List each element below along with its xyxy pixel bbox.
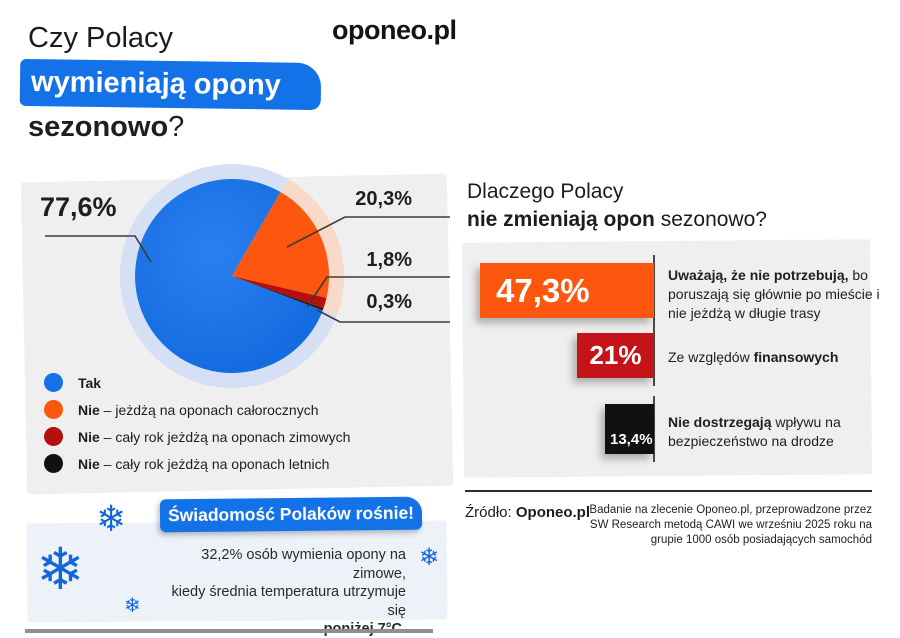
bar-value: 47,3% (496, 271, 590, 309)
source-brand: Oponeo.pl (515, 504, 591, 521)
legend-swatch-orange (44, 400, 63, 419)
page-title-highlight: wymieniają opony (19, 58, 322, 111)
bar-axis-segment (653, 255, 655, 326)
legend-desc: – jeżdżą na oponach całorocznych (99, 401, 319, 418)
legend-item-caloroczne: Nie – jeżdżą na oponach całorocznych (44, 396, 319, 423)
bar-desc-pre: Ze względów (668, 349, 754, 365)
legend-term: Nie (78, 401, 100, 418)
bar-desc-bold: Nie dostrzegają (668, 414, 772, 430)
legend-item-zimowe: Nie – cały rok jeżdżą na oponach zimowyc… (44, 423, 350, 450)
bar-desc-not-needed: Uważają, że nie potrzebują, bo poruszają… (668, 266, 893, 323)
snowflake-icon: ❄ (419, 543, 440, 571)
pie-slice-tak (135, 179, 323, 374)
fine-print-line: Badanie na zlecenie Oponeo.pl, przeprowa… (589, 504, 872, 516)
legend-desc: – cały rok jeżdżą na oponach zimowych (99, 428, 351, 445)
legend-item-tak: Tak (44, 369, 101, 396)
bar-desc-no-safety-impact: Nie dostrzegają wpływu na bezpieczeństwo… (668, 413, 893, 451)
page-title-line1: Czy Polacy (28, 22, 174, 54)
source-label: Źródło: (465, 504, 516, 521)
reasons-title-rest: sezonowo? (654, 208, 767, 231)
legend-swatch-black (44, 454, 63, 473)
page-title-highlight-text: wymieniają opony (30, 66, 282, 102)
legend-term: Tak (78, 374, 102, 391)
pie-value-caloroczne: 20,3% (355, 188, 412, 210)
bar-axis-segment (653, 396, 655, 462)
bar-value: 13,4% (610, 431, 653, 448)
reasons-title-bold: nie zmieniają opon (467, 208, 655, 231)
legend-item-letnie: Nie – cały rok jeżdżą na oponach letnich (44, 450, 329, 477)
legend-term: Nie (78, 455, 100, 472)
legend-desc: – cały rok jeżdżą na oponach letnich (99, 455, 330, 472)
awareness-line2: kiedy średnia temperatura utrzymuje się (171, 584, 406, 619)
bar-desc-bold: Uważają, że nie potrzebują, (668, 267, 849, 283)
study-fine-print: Badanie na zlecenie Oponeo.pl, przeprowa… (572, 503, 872, 548)
bar-value: 21% (589, 340, 642, 370)
bar-desc-financial: Ze względów finansowych (668, 348, 893, 367)
awareness-line1: 32,2% osób wymienia opony na zimowe, (201, 547, 406, 582)
legend-swatch-blue (44, 373, 63, 392)
awareness-badge: Świadomość Polaków rośnie! (159, 496, 423, 533)
awareness-badge-text: Świadomość Polaków rośnie! (167, 502, 415, 526)
bar-desc-rest: wpływu na bezpieczeństwo na drodze (668, 414, 841, 449)
legend-swatch-darkred (44, 427, 63, 446)
reasons-title: Dlaczego Polacy nie zmieniają opon sezon… (467, 178, 767, 234)
bar-no-safety-impact: 13,4% (605, 404, 654, 454)
pie-chart (120, 164, 345, 388)
pie-value-tak: 77,6% (40, 192, 117, 222)
bar-desc-bold: finansowych (753, 349, 839, 365)
pie-slice-nie-zimowe (232, 276, 327, 309)
fine-print-line: SW Research metodą CAWI we wrześniu 2025… (589, 519, 872, 531)
pie-value-zimowe: 1,8% (366, 249, 412, 271)
bar-not-needed: 47,3% (480, 263, 654, 318)
fine-print-line: grupie 1000 osób posiadających samochód (650, 534, 872, 546)
bottom-divider-bar (25, 629, 433, 633)
bar-desc-rest: bo poruszają się głównie po mieście i ni… (668, 267, 880, 321)
reasons-title-line1: Dlaczego Polacy (467, 180, 624, 203)
legend-term: Nie (78, 428, 100, 445)
page-title-line3-bold: sezonowo (28, 111, 169, 143)
pie-slice-nie-letnie (232, 276, 324, 311)
pie-value-letnie: 0,3% (366, 291, 412, 313)
source-divider (465, 490, 872, 492)
oponeo-logo: oponeo.pl (332, 15, 457, 45)
source-line: Źródło: Oponeo.pl (465, 504, 590, 521)
bar-axis-segment (653, 325, 655, 386)
page-title-line3: sezonowo? (28, 111, 184, 144)
snowflake-icon: ❄ (36, 535, 85, 603)
awareness-text: 32,2% osób wymienia opony na zimowe, kie… (160, 546, 406, 638)
bar-financial: 21% (577, 333, 654, 378)
snowflake-icon: ❄ (96, 499, 127, 540)
page-title-line3-rest: ? (168, 111, 185, 143)
snowflake-icon: ❄ (124, 593, 141, 617)
